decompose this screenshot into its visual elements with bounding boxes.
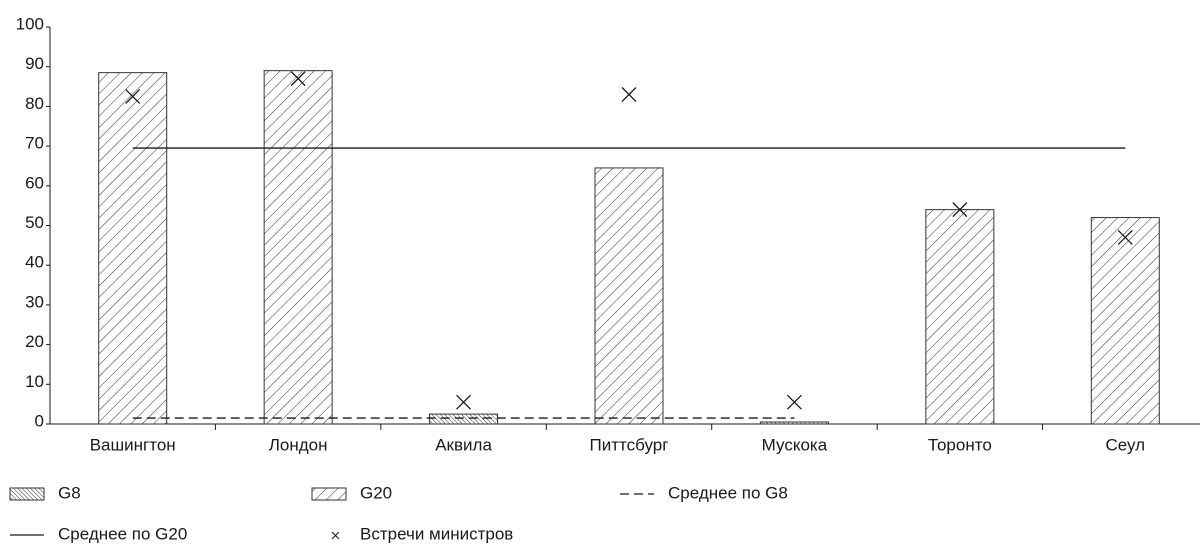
minister-marker bbox=[290, 71, 306, 87]
minister-marker bbox=[952, 202, 968, 218]
bar bbox=[925, 209, 995, 425]
y-tick-label: 20 bbox=[25, 332, 44, 351]
y-tick-label: 50 bbox=[25, 213, 44, 232]
legend-swatch bbox=[331, 531, 340, 540]
x-tick-label: Торонто bbox=[928, 435, 992, 454]
minister-marker bbox=[621, 87, 637, 102]
y-tick-label: 60 bbox=[25, 173, 44, 192]
bar bbox=[759, 421, 829, 425]
bar bbox=[429, 413, 499, 425]
y-tick-label: 10 bbox=[25, 372, 44, 391]
y-tick-label: 40 bbox=[25, 253, 44, 272]
minister-marker bbox=[1117, 229, 1133, 245]
y-tick-label: 30 bbox=[25, 292, 44, 311]
legend-label: G20 bbox=[360, 483, 392, 502]
y-tick-label: 90 bbox=[25, 54, 44, 73]
bar bbox=[1090, 217, 1160, 425]
legend-swatch bbox=[9, 487, 45, 501]
legend-label: Встречи министров bbox=[360, 524, 513, 543]
bar bbox=[98, 72, 168, 425]
x-tick-label: Лондон bbox=[269, 435, 328, 454]
bar bbox=[263, 70, 333, 425]
x-tick-label: Вашингтон bbox=[90, 435, 176, 454]
legend-label: Среднее по G8 bbox=[668, 483, 788, 502]
minister-marker bbox=[456, 394, 472, 410]
legend-swatch bbox=[311, 487, 347, 501]
y-tick-label: 100 bbox=[16, 14, 44, 33]
y-tick-label: 80 bbox=[25, 94, 44, 113]
minister-marker bbox=[786, 394, 802, 410]
x-tick-label: Аквила bbox=[435, 435, 492, 454]
minister-marker bbox=[125, 89, 141, 104]
legend-label: Среднее по G20 bbox=[58, 524, 187, 543]
x-tick-label: Сеул bbox=[1105, 435, 1145, 454]
x-tick-label: Питтсбург bbox=[590, 435, 669, 454]
bar bbox=[594, 167, 664, 425]
y-tick-label: 70 bbox=[25, 134, 44, 153]
y-tick-label: 0 bbox=[35, 411, 44, 430]
legend-label: G8 bbox=[58, 483, 81, 502]
x-tick-label: Мускока bbox=[762, 435, 828, 454]
